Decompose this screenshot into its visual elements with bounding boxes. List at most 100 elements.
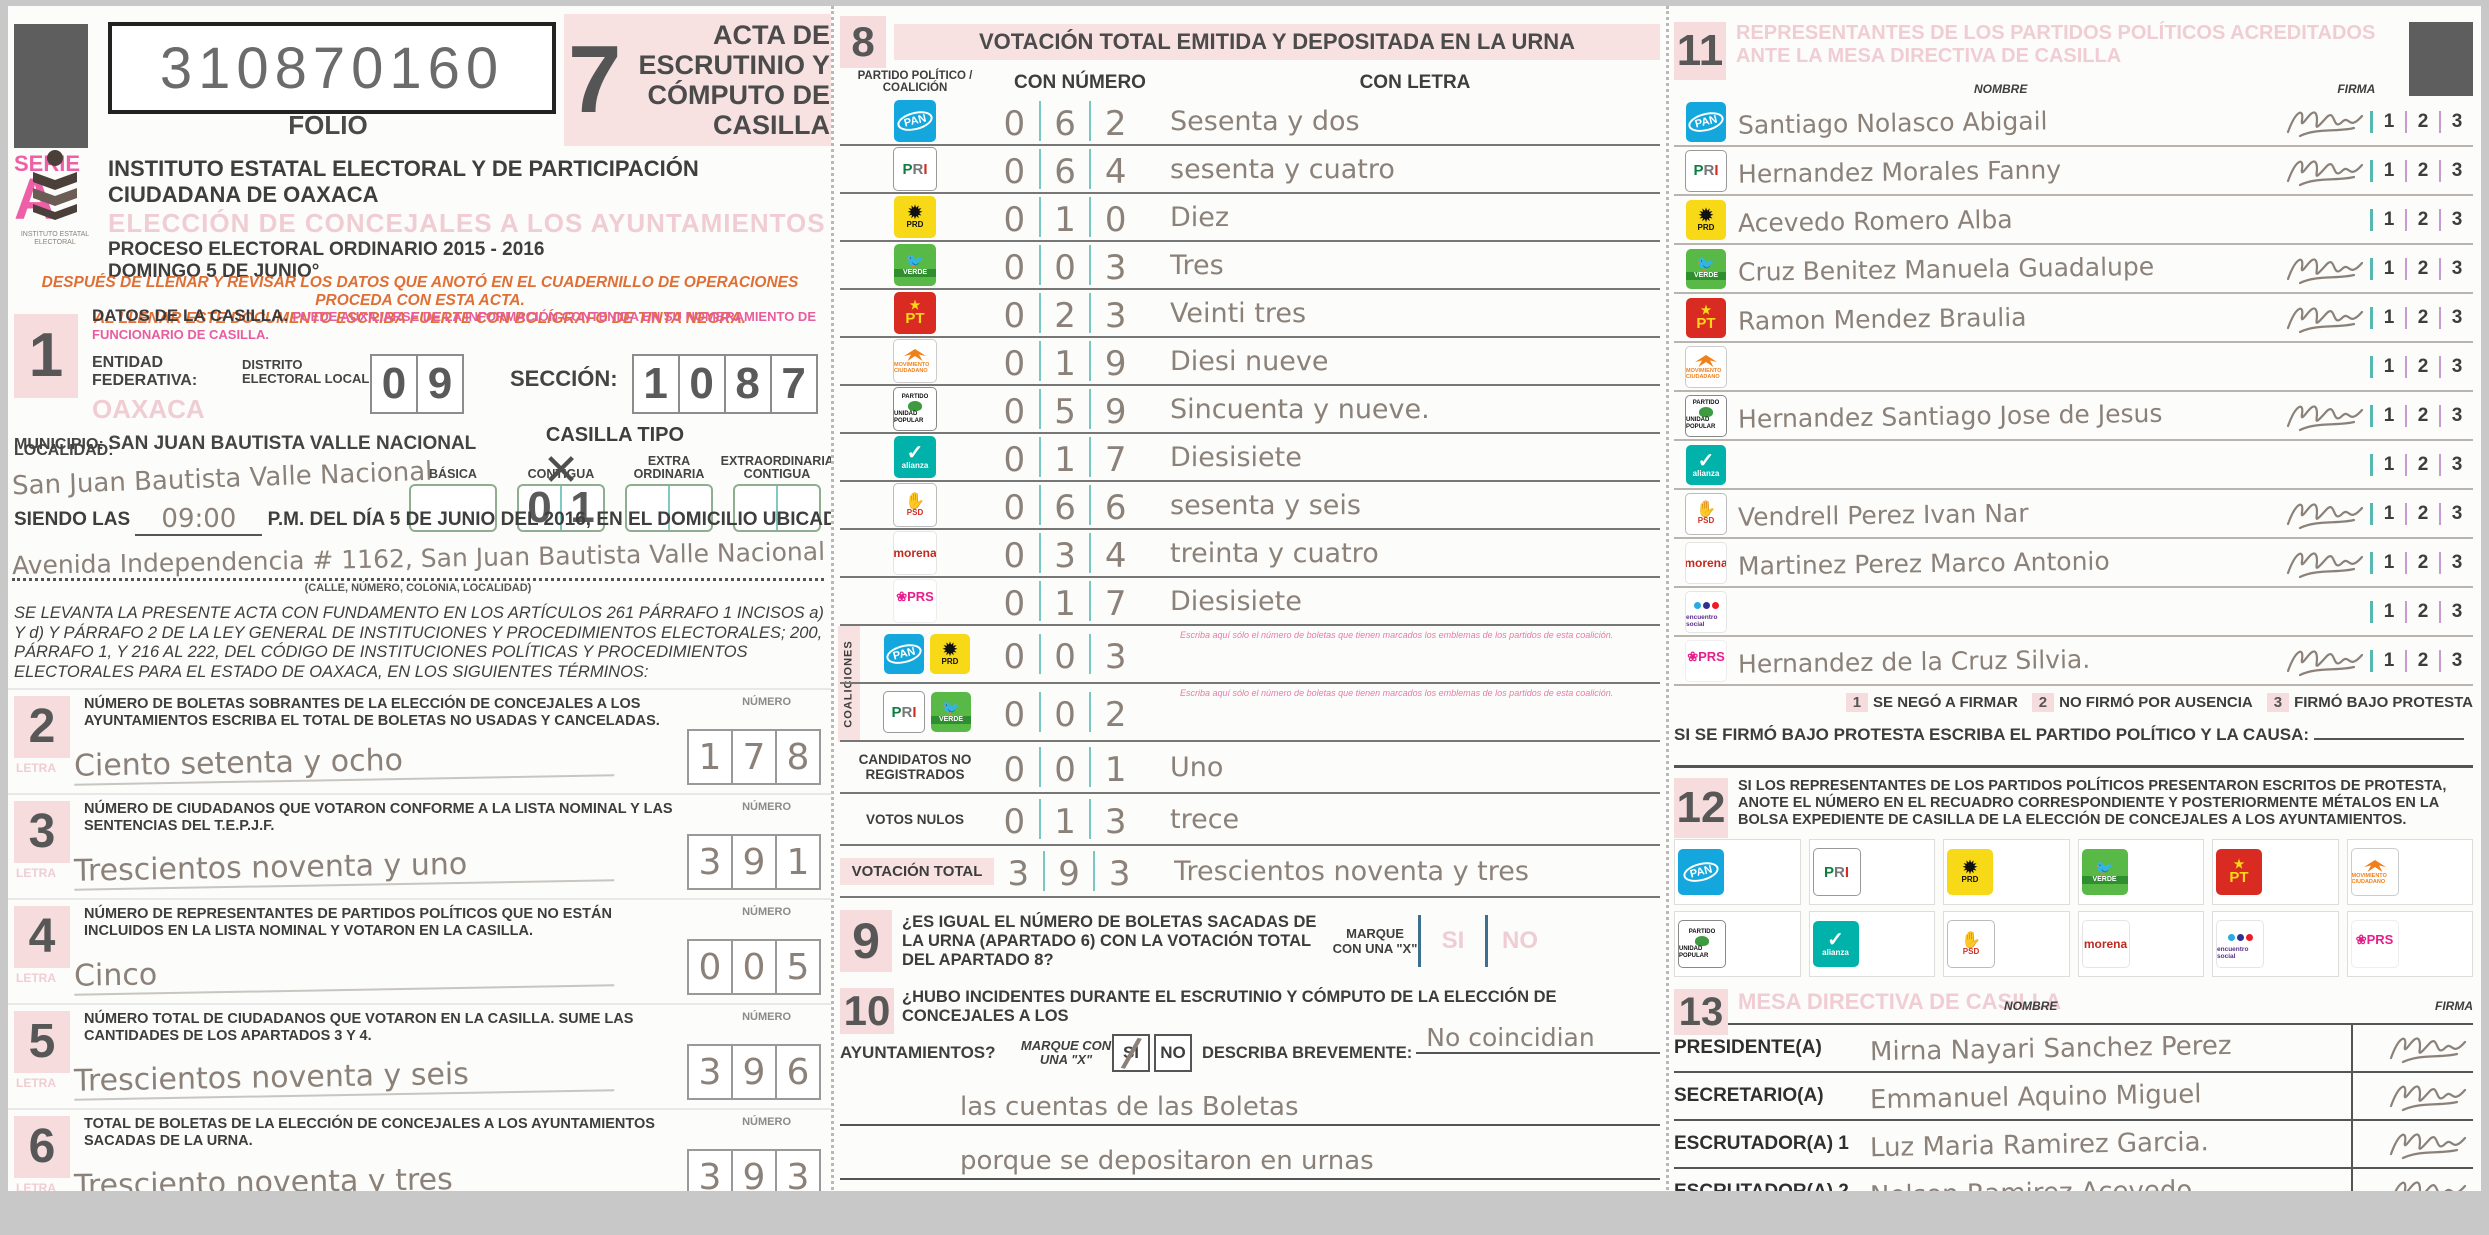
verde-logo-icon: 🐦 VERDE bbox=[2081, 849, 2128, 895]
verde-logo-icon: 🐦 VERDE bbox=[894, 244, 936, 286]
es-logo-icon: encuentro social bbox=[1685, 590, 1727, 633]
representative-name-up: Hernandez Santiago Jose de Jesus bbox=[1737, 398, 2163, 434]
printed-digit-cell: 8 bbox=[725, 354, 772, 414]
incident-handwritten-2: las cuentas de las Boletas bbox=[960, 1092, 1299, 1122]
representative-name-pri: Hernandez Morales Fanny bbox=[1737, 155, 2062, 189]
mesa-role-2: SECRETARIO(A) bbox=[1674, 1085, 1824, 1106]
letra-label: LETRA bbox=[16, 1076, 56, 1090]
protest-number-box-pt bbox=[2266, 846, 2335, 898]
flag-2: 2 bbox=[2405, 551, 2439, 574]
verde-logo-icon: 🐦 VERDE bbox=[931, 692, 971, 732]
section-1-title: DATOS DE LA CASILLA. bbox=[92, 306, 289, 325]
pan-logo-icon: PAN bbox=[1686, 101, 1726, 142]
section-8-number: 8 bbox=[840, 16, 886, 68]
mesa-row-3: ESCRUTADOR(A) 1 Luz Maria Ramirez Garcia. bbox=[1674, 1121, 2473, 1169]
protest-number-box-up bbox=[1730, 918, 1797, 970]
flag-3: 3 bbox=[2439, 600, 2473, 623]
item-3-text: NÚMERO DE CIUDADANOS QUE VOTARON CONFORM… bbox=[84, 801, 673, 834]
casilla-tipo-option-label: CONTIGUA bbox=[527, 467, 595, 481]
flag-2: 2 bbox=[2405, 355, 2439, 378]
representative-name-alianza bbox=[1738, 461, 2270, 468]
votes-row-pan: PAN 0 6 2 Sesenta y dos bbox=[840, 98, 1660, 146]
mesa-name-2: Emmanuel Aquino Miguel bbox=[1869, 1079, 2202, 1116]
column-header-con-letra: CON LETRA bbox=[1359, 72, 1471, 93]
election-type-watermark: ELECCIÓN DE CONCEJALES A LOS AYUNTAMIENT… bbox=[108, 208, 826, 238]
printed-digit-cell: 7 bbox=[771, 354, 818, 414]
protest-cell-up: PARTIDO UNIDAD POPULAR bbox=[1674, 911, 1801, 977]
mesa-name-3: Luz Maria Ramirez Garcia. bbox=[1869, 1127, 2210, 1164]
item-5: 5 NÚMERO TOTAL DE CIUDADANOS QUE VOTARON … bbox=[8, 1003, 831, 1108]
flag-1: 1 bbox=[2383, 355, 2395, 377]
filling-warning: DESPUÉS DE LLENAR Y REVISAR LOS DATOS QU… bbox=[41, 274, 799, 327]
pt-logo-icon: ★ PT bbox=[894, 292, 936, 334]
protest-number-box-verde bbox=[2131, 846, 2200, 898]
representative-row-psd: ✋ PSD Vendrell Perez Ivan Nar 1 2 3 bbox=[1674, 490, 2473, 539]
printed-digit-cell: 9 bbox=[418, 354, 464, 414]
flag-2: 2 bbox=[2405, 159, 2439, 182]
representative-name-pan: Santiago Nolasco Abigail bbox=[1737, 106, 2048, 140]
seccion-label: SECCIÓN: bbox=[510, 366, 618, 391]
representative-name-prd: Acevedo Romero Alba bbox=[1737, 204, 2013, 238]
signature-scribble bbox=[2286, 257, 2364, 284]
casilla-tipo-x-mark: ✕ bbox=[542, 445, 580, 496]
process-line: PROCESO ELECTORAL ORDINARIO 2015 - 2016 bbox=[108, 239, 545, 260]
corner-registration-mark bbox=[2409, 22, 2473, 96]
representative-name-psd: Vendrell Perez Ivan Nar bbox=[1737, 498, 2029, 532]
votes-pri-letra: sesenta y cuatro bbox=[1170, 153, 1395, 185]
protest-cell-psd: ✋ PSD bbox=[1943, 911, 2070, 977]
item-4: 4 NÚMERO DE REPRESENTANTES DE PARTIDOS PO… bbox=[8, 898, 831, 1003]
section-13-mesa-directiva: 13 MESA DIRECTIVA DE CASILLA NOMBRE FIRM… bbox=[1674, 989, 2473, 1213]
prd-logo-icon: ✹ PRD bbox=[1686, 199, 1726, 240]
legal-foundation-paragraph: SE LEVANTA LA PRESENTE ACTA CON FUNDAMEN… bbox=[14, 604, 824, 681]
votes-row-prs: ❀PRS 0 1 7 Diesisiete bbox=[840, 578, 1660, 626]
casilla-tipo-option-1: BÁSICA bbox=[405, 453, 501, 532]
mesa-role-3: ESCRUTADOR(A) 1 bbox=[1674, 1133, 1849, 1154]
section-13-number: 13 bbox=[1674, 989, 1728, 1035]
item-6-text: TOTAL DE BOLETAS DE LA ELECCIÓN DE CONCE… bbox=[84, 1116, 655, 1149]
flag-3: 3 bbox=[2439, 110, 2473, 133]
votes-row-morena: morena 0 3 4 treinta y cuatro bbox=[840, 530, 1660, 578]
protest-cell-alianza: ✓ alianza bbox=[1808, 911, 1935, 977]
casilla-tipo-option-label: EXTRAORDINARIA CONTIGUA bbox=[720, 454, 831, 481]
form-title-block: 7 ACTA DE ESCRUTINIO Y CÓMPUTO DE CASILL… bbox=[564, 14, 831, 146]
section-9-si-cell: SI bbox=[1418, 915, 1485, 967]
column-header-nombre: NOMBRE bbox=[2004, 999, 2058, 1013]
flag-2: 2 bbox=[2405, 600, 2439, 623]
section-1-number: 1 bbox=[14, 314, 78, 398]
morena-logo-icon: morena bbox=[893, 531, 937, 575]
folio-label: FOLIO bbox=[288, 110, 368, 140]
protest-cell-mc: MOVIMIENTO CIUDADANO bbox=[2346, 839, 2473, 905]
votes-prs-letra: Diesisiete bbox=[1170, 585, 1302, 617]
flag-1: 1 bbox=[2383, 453, 2395, 475]
printed-digit-cell: 0 bbox=[370, 354, 418, 414]
si-checkmark: / bbox=[1119, 1028, 1143, 1078]
signature-scribble bbox=[2389, 1133, 2467, 1160]
section-1-note: PUEDE AUXILIARSE DE LA INFORMACIÓN CONTE… bbox=[92, 309, 816, 342]
flag-2: 2 bbox=[2405, 649, 2439, 672]
votes-alianza-letra: Diesisiete bbox=[1170, 441, 1302, 473]
flag-3: 3 bbox=[2439, 257, 2473, 280]
scanner-edge bbox=[8, 1191, 2481, 1213]
section-11-title: REPRESENTANTES DE LOS PARTIDOS POLÍTICOS… bbox=[1736, 22, 2376, 67]
describe-line-3: porque se depositaron en urnas bbox=[840, 1128, 1660, 1180]
representative-name-verde: Cruz Benitez Manuela Guadalupe bbox=[1737, 251, 2155, 287]
votes-pan-letra: Sesenta y dos bbox=[1170, 105, 1360, 137]
votes-row-pri: PRI 0 6 4 sesenta y cuatro bbox=[840, 146, 1660, 194]
votes-psd-letra: sesenta y seis bbox=[1170, 489, 1361, 521]
column-header-nombre: NOMBRE bbox=[1974, 82, 2028, 96]
mc-logo-icon: MOVIMIENTO CIUDADANO bbox=[2350, 848, 2399, 896]
section-10-text: ¿HUBO INCIDENTES DURANTE EL ESCRUTINIO Y… bbox=[902, 988, 1557, 1025]
representative-row-alianza: ✓ alianza 1 2 3 bbox=[1674, 441, 2473, 490]
section-9-si-no: SI NO bbox=[1418, 915, 1552, 967]
representative-row-mc: MOVIMIENTO CIUDADANO 1 2 3 bbox=[1674, 343, 2473, 392]
flag-2: 2 bbox=[2405, 257, 2439, 280]
representative-name-prs: Hernandez de la Cruz Silvia. bbox=[1737, 644, 2091, 679]
representative-row-prd: ✹ PRD Acevedo Romero Alba 1 2 3 bbox=[1674, 196, 2473, 245]
section-9-question: 9 ¿ES IGUAL EL NÚMERO DE BOLETAS SACADAS… bbox=[840, 910, 1660, 972]
